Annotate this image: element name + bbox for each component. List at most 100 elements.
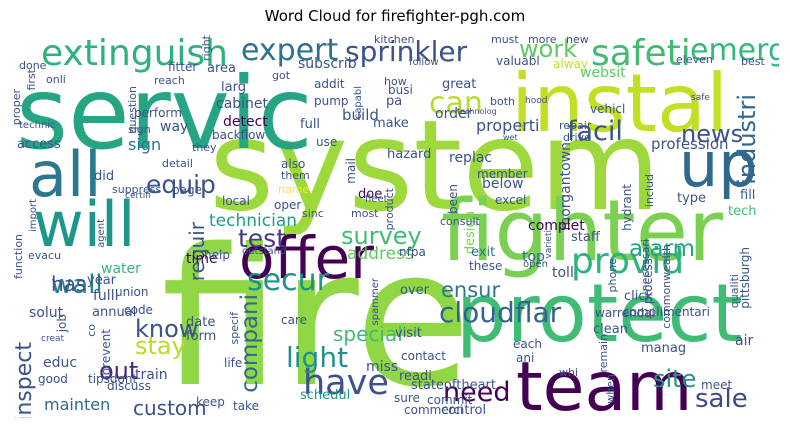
word-excel: excel bbox=[495, 193, 527, 207]
word-click: click bbox=[624, 289, 654, 304]
word-fulli: fulli bbox=[93, 288, 119, 304]
word-phone: phone bbox=[606, 258, 619, 293]
word-discuss: discuss bbox=[107, 379, 151, 393]
word-ani: ani bbox=[516, 351, 535, 365]
chart-title: Word Cloud for firefighter-pgh.com bbox=[264, 7, 526, 25]
word-websit: websit bbox=[580, 65, 626, 81]
word-done: done bbox=[19, 59, 47, 72]
word-right: right bbox=[200, 35, 213, 61]
word-miss: miss bbox=[366, 359, 399, 375]
word-co: co bbox=[85, 324, 98, 337]
word-year: year bbox=[87, 273, 117, 288]
word-have: have bbox=[303, 363, 389, 403]
word-doe: doe bbox=[358, 187, 383, 202]
word-time: time bbox=[186, 251, 218, 267]
word-function: function bbox=[12, 234, 25, 279]
word-compani: compani bbox=[237, 294, 263, 393]
word-detect: detect bbox=[223, 114, 268, 130]
word-open: open bbox=[523, 259, 548, 270]
word-outstand: outstand bbox=[242, 246, 287, 257]
word-form: form bbox=[186, 329, 217, 344]
word-below: below bbox=[482, 176, 524, 192]
word-manag: manag bbox=[641, 341, 687, 356]
word-inspect: inspect bbox=[12, 342, 37, 418]
word-access: access bbox=[17, 137, 61, 152]
word-order: order bbox=[435, 106, 473, 122]
word-custom: custom bbox=[133, 396, 207, 418]
word-train: train bbox=[135, 367, 168, 383]
word-repair: repair bbox=[559, 119, 592, 132]
word-water: water bbox=[101, 261, 141, 277]
word-wall: wall bbox=[51, 270, 103, 300]
word-team: team bbox=[516, 348, 693, 419]
word-agent: agent bbox=[96, 219, 107, 248]
word-safeti: safeti bbox=[591, 34, 691, 74]
word-meet: meet bbox=[701, 378, 733, 392]
word-ensur: ensur bbox=[441, 278, 501, 302]
word-use: use bbox=[316, 135, 338, 149]
word-educ: educ bbox=[43, 355, 78, 371]
word-technolog: technolog bbox=[457, 107, 497, 116]
word-fitter: fitter bbox=[168, 60, 198, 74]
word-page: page bbox=[172, 183, 202, 197]
word-hazard: hazard bbox=[387, 147, 432, 162]
word-capabl: capabl bbox=[353, 86, 364, 120]
word-wet: wet bbox=[503, 133, 518, 142]
word-been: been bbox=[446, 184, 460, 214]
word-instal: instal bbox=[511, 57, 729, 150]
word-tech: tech bbox=[728, 204, 757, 219]
word-did: did bbox=[94, 169, 115, 184]
word-sinc: sinc bbox=[302, 207, 324, 220]
word-nfpa: nfpa bbox=[399, 245, 426, 259]
word-code: code bbox=[124, 303, 153, 317]
word-also: also bbox=[281, 157, 306, 171]
word-fire: fire bbox=[161, 208, 472, 418]
word-contact: contact bbox=[401, 349, 446, 363]
word-over: over bbox=[400, 283, 429, 298]
word-system: system bbox=[209, 94, 661, 239]
word-product: product bbox=[383, 188, 396, 231]
word-air: air bbox=[735, 333, 754, 349]
word-special: special bbox=[333, 322, 403, 346]
word-control: control bbox=[441, 403, 487, 418]
word-mail: mail bbox=[344, 158, 358, 184]
word-mainten: mainten bbox=[44, 395, 111, 414]
word-sprinkler: sprinkler bbox=[345, 35, 468, 68]
word-perform: perform bbox=[134, 106, 182, 120]
word-cloud: fire system servic instal protect fighter team… bbox=[11, 34, 779, 418]
word-news: news bbox=[681, 120, 744, 148]
word-evacu: evacu bbox=[28, 249, 62, 262]
word-out: out bbox=[99, 357, 139, 385]
word-commit: commit bbox=[427, 393, 473, 407]
word-top: top bbox=[522, 249, 545, 265]
word-these: these bbox=[469, 259, 503, 273]
word-area: area bbox=[207, 61, 236, 76]
word-industri: industri bbox=[733, 94, 761, 185]
word-how: how bbox=[384, 75, 407, 88]
word-can: can bbox=[429, 86, 483, 121]
word-emerg: emerg bbox=[690, 34, 779, 68]
word-valuabl: valuabl bbox=[496, 54, 540, 68]
word-protect: protect bbox=[456, 267, 743, 360]
word-first: first bbox=[25, 69, 38, 91]
word-pump: pump bbox=[314, 94, 349, 108]
word-clean: clean bbox=[593, 322, 628, 337]
word-backflow: backflow bbox=[212, 128, 266, 142]
word-import: import bbox=[28, 199, 39, 233]
word-certifi: certifi bbox=[125, 191, 151, 201]
word-busi: busi bbox=[388, 83, 413, 97]
word-eleven: eleven bbox=[676, 53, 713, 66]
word-when: when bbox=[604, 374, 617, 404]
word-site: site bbox=[653, 365, 697, 393]
word-visit: visit bbox=[395, 326, 422, 341]
word-spammer: spammer bbox=[370, 278, 381, 326]
word-provid: provid bbox=[571, 241, 685, 282]
word-full: full bbox=[300, 117, 321, 132]
word-hydrant: hydrant bbox=[620, 184, 634, 231]
word-kitchen: kitchen bbox=[374, 34, 415, 46]
word-life: life bbox=[224, 356, 243, 370]
word-sign: sign bbox=[128, 123, 151, 136]
word-member: member bbox=[477, 167, 528, 181]
word-subscrib: subscrib bbox=[298, 56, 357, 72]
word-drive: drive bbox=[563, 131, 591, 144]
